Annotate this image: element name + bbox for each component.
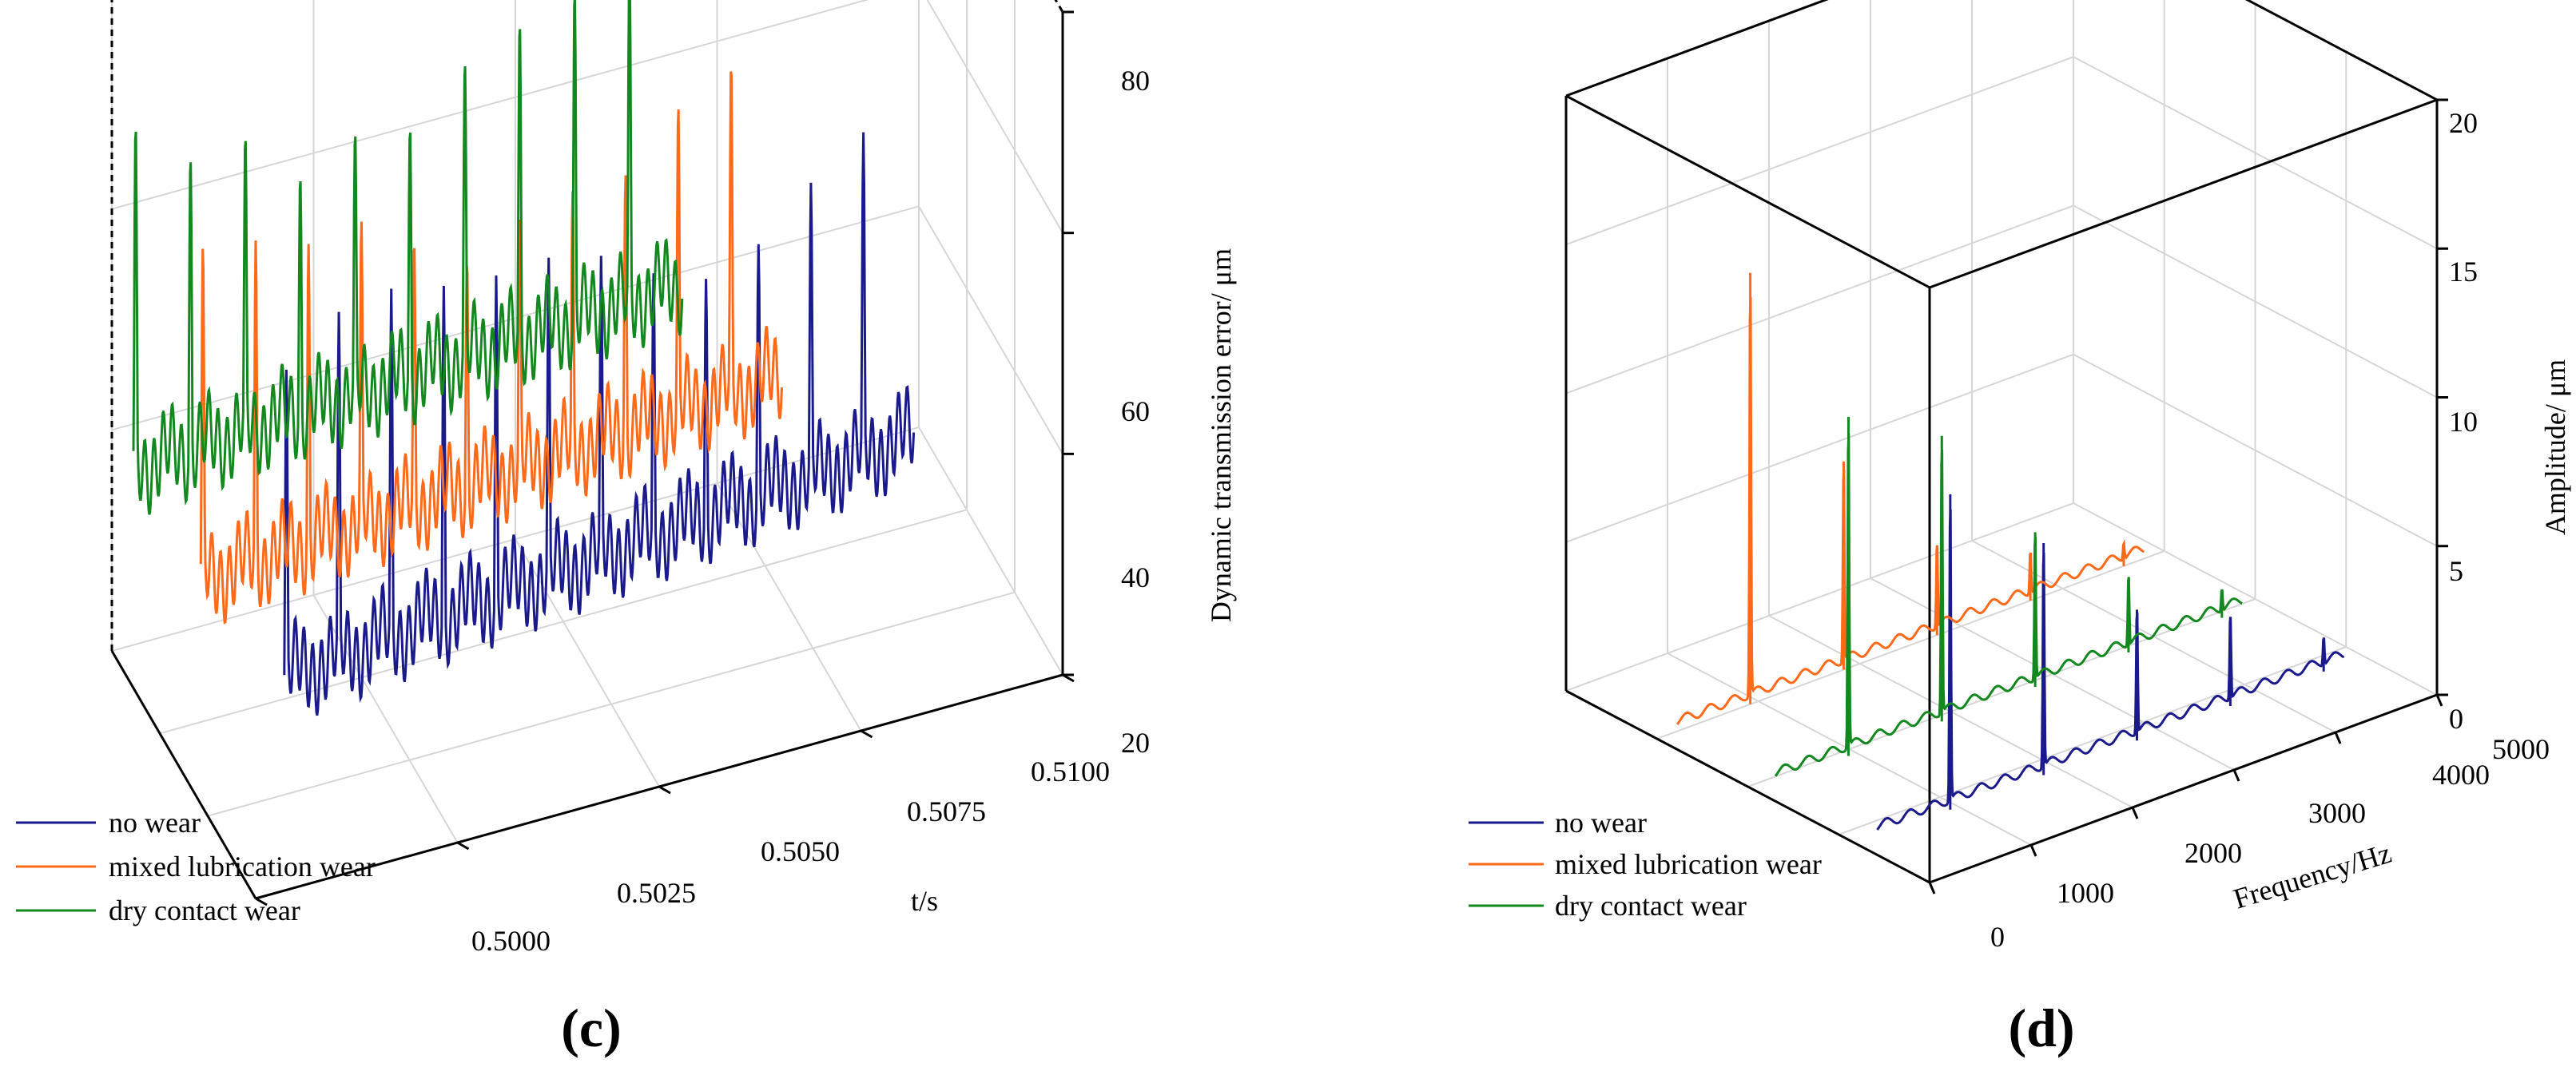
- d-floor-gridline: [1656, 550, 2165, 740]
- d-sidewall-gridline: [2073, 56, 2438, 250]
- d-backwall-gridline: [1565, 204, 2074, 395]
- c-series-line-dry: [132, 0, 684, 515]
- d-x-axis-title: Frequency/Hz: [2230, 837, 2395, 915]
- c-x-tick: [255, 897, 268, 906]
- d-frame-edge: [2244, 0, 2438, 101]
- d-x-tick: [2131, 807, 2139, 819]
- d-legend-label: mixed lubrication wear: [1555, 848, 1822, 880]
- d-x-tick: [2334, 732, 2342, 744]
- c-legend-label: no wear: [109, 807, 201, 839]
- d-legend: no wear mixed lubrication wear dry conta…: [1469, 807, 1822, 922]
- c-series-line-no-wear: [283, 132, 916, 716]
- d-x-tick: [2029, 844, 2037, 857]
- c-z-tick-label: 20: [1121, 727, 1150, 759]
- d-z-tick-label: 0: [2449, 703, 2463, 735]
- d-series-line-mixed: [1676, 296, 2145, 725]
- d-backwall-gridline: [1565, 56, 2074, 246]
- d-floor-gridline: [1838, 646, 2347, 835]
- d-z-axis-title: Amplitude/ μm: [2539, 359, 2571, 535]
- c-floor-gridline: [716, 482, 862, 732]
- c-depth-axis-line: [110, 650, 257, 899]
- c-x-tick-label: 0.5050: [761, 835, 840, 867]
- d-z-tick-label: 10: [2449, 406, 2478, 438]
- d-x-tick-label: 1000: [2057, 877, 2114, 909]
- c-legend-label: mixed lubrication wear: [109, 851, 376, 883]
- d-x-tick: [2435, 694, 2443, 707]
- c-floor-gridline: [207, 591, 1016, 817]
- panel-d-series: [1676, 272, 2345, 831]
- c-sidewall-gridline: [918, 205, 1063, 454]
- d-frame-edge: [1565, 0, 1829, 97]
- d-backwall-gridline: [1565, 353, 2074, 543]
- d-x-axis-line: [1929, 693, 2438, 884]
- c-legend-label: dry contact wear: [109, 895, 300, 926]
- d-x-tick: [2232, 769, 2240, 782]
- d-z-tick-label: 15: [2449, 256, 2478, 288]
- d-frame-edge: [1929, 98, 2438, 289]
- d-z-tick-label: 20: [2449, 107, 2478, 139]
- d-x-tick-label: 5000: [2492, 733, 2550, 765]
- c-z-tick-label: 80: [1121, 65, 1150, 97]
- c-floor-gridline: [159, 509, 968, 735]
- d-x-tick-label: 3000: [2308, 797, 2366, 829]
- d-series-line-dry: [1774, 434, 2243, 777]
- c-panel-label: (c): [561, 998, 621, 1058]
- c-x-tick: [860, 729, 873, 739]
- d-x-tick-label: 2000: [2184, 837, 2242, 869]
- c-x-tick: [658, 785, 671, 795]
- d-panel-label: (d): [2008, 998, 2074, 1058]
- d-legend-label: no wear: [1555, 807, 1647, 839]
- d-floor-gridline: [1565, 502, 2074, 692]
- d-sidewall-gridline: [2073, 353, 2438, 547]
- c-x-axis-title: t/s: [911, 885, 938, 917]
- panel-d-frame: [1564, 0, 2448, 895]
- c-x-tick-label: 0.5075: [907, 795, 986, 827]
- d-depth-axis-line: [1565, 689, 1930, 884]
- c-frame-edge: [1054, 0, 1064, 13]
- d-z-tick-label: 5: [2449, 555, 2463, 587]
- c-legend: no wear mixed lubrication wear dry conta…: [16, 807, 376, 926]
- d-sidewall-gridline: [2073, 204, 2438, 399]
- d-legend-label: dry contact wear: [1555, 890, 1747, 922]
- panel-d-chart: 0 1000 2000 3000 4000 5000 0 5 10 15 20 …: [1469, 0, 2571, 1058]
- c-floor-gridline: [918, 426, 1063, 676]
- c-series-line-mixed: [199, 71, 783, 625]
- d-frame-edge: [1565, 94, 1930, 289]
- d-x-tick-label: 0: [1990, 921, 2005, 953]
- d-x-tick-label: 4000: [2432, 759, 2490, 791]
- panel-c-chart: 0.5000 0.5025 0.5050 0.5075 0.5100 20 40…: [16, 0, 1237, 1058]
- panel-c-series: [132, 0, 916, 716]
- c-z-tick-label: 40: [1121, 561, 1150, 593]
- c-x-tick-label: 0.5100: [1031, 756, 1110, 787]
- panel-d-grid: [1565, 0, 2438, 883]
- c-x-tick-label: 0.5000: [471, 925, 551, 957]
- c-z-axis-title: Dynamic transmission error/ μm: [1205, 248, 1237, 622]
- c-x-tick: [456, 841, 470, 851]
- c-z-tick-label: 60: [1121, 395, 1150, 427]
- d-x-tick: [1928, 882, 1936, 895]
- d-series-line-no-wear: [1876, 509, 2345, 831]
- c-sidewall-gridline: [926, 0, 1063, 234]
- panel-c-frame: [110, 0, 1075, 906]
- c-x-tick-label: 0.5025: [617, 877, 696, 909]
